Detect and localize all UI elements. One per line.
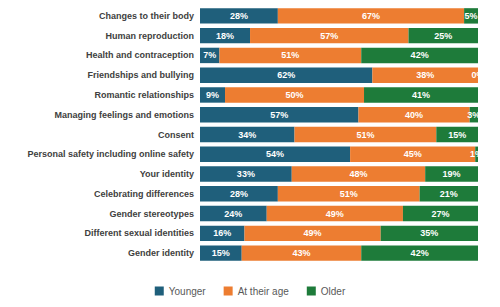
svg-text:51%: 51% xyxy=(356,130,374,140)
svg-text:0%: 0% xyxy=(471,70,484,80)
svg-text:15%: 15% xyxy=(448,130,466,140)
svg-text:1%: 1% xyxy=(470,149,483,159)
svg-text:35%: 35% xyxy=(420,228,438,238)
svg-text:Personal safety including onli: Personal safety including online safety xyxy=(27,149,194,159)
svg-text:Human reproduction: Human reproduction xyxy=(105,31,194,41)
svg-text:Your identity: Your identity xyxy=(140,169,194,179)
svg-text:3%: 3% xyxy=(467,110,480,120)
svg-text:Health and contraception: Health and contraception xyxy=(86,50,194,60)
svg-text:At their age: At their age xyxy=(238,286,290,297)
svg-text:57%: 57% xyxy=(320,31,338,41)
svg-text:33%: 33% xyxy=(237,169,255,179)
svg-text:49%: 49% xyxy=(326,209,344,219)
svg-text:Managing feelings and emotions: Managing feelings and emotions xyxy=(54,110,194,120)
svg-text:51%: 51% xyxy=(281,50,299,60)
svg-text:51%: 51% xyxy=(340,189,358,199)
svg-text:18%: 18% xyxy=(216,31,234,41)
svg-text:Gender stereotypes: Gender stereotypes xyxy=(109,209,194,219)
svg-text:Changes to their body: Changes to their body xyxy=(99,11,194,21)
svg-text:5%: 5% xyxy=(465,11,478,21)
svg-text:34%: 34% xyxy=(238,130,256,140)
svg-text:15%: 15% xyxy=(212,248,230,258)
svg-text:25%: 25% xyxy=(434,31,452,41)
svg-text:Celebrating differences: Celebrating differences xyxy=(94,189,194,199)
svg-text:9%: 9% xyxy=(206,90,219,100)
svg-text:42%: 42% xyxy=(411,248,429,258)
svg-text:27%: 27% xyxy=(431,209,449,219)
svg-text:Friendships and bullying: Friendships and bullying xyxy=(87,70,194,80)
svg-text:Older: Older xyxy=(321,286,346,297)
svg-text:42%: 42% xyxy=(411,50,429,60)
svg-text:Different sexual identities: Different sexual identities xyxy=(84,228,194,238)
svg-text:62%: 62% xyxy=(277,70,295,80)
svg-text:24%: 24% xyxy=(224,209,242,219)
svg-text:54%: 54% xyxy=(266,149,284,159)
svg-text:48%: 48% xyxy=(349,169,367,179)
svg-text:41%: 41% xyxy=(412,90,430,100)
svg-text:Younger: Younger xyxy=(169,286,207,297)
svg-text:Gender identity: Gender identity xyxy=(128,248,194,258)
svg-text:38%: 38% xyxy=(416,70,434,80)
svg-text:67%: 67% xyxy=(362,11,380,21)
svg-text:7%: 7% xyxy=(203,50,216,60)
svg-text:Romantic relationships: Romantic relationships xyxy=(94,90,194,100)
svg-text:40%: 40% xyxy=(405,110,423,120)
svg-text:45%: 45% xyxy=(404,149,422,159)
svg-text:28%: 28% xyxy=(230,189,248,199)
svg-text:19%: 19% xyxy=(443,169,461,179)
svg-text:57%: 57% xyxy=(270,110,288,120)
svg-text:50%: 50% xyxy=(286,90,304,100)
svg-text:16%: 16% xyxy=(213,228,231,238)
svg-text:49%: 49% xyxy=(304,228,322,238)
svg-text:21%: 21% xyxy=(440,189,458,199)
svg-text:Consent: Consent xyxy=(158,130,194,140)
svg-text:43%: 43% xyxy=(292,248,310,258)
svg-text:28%: 28% xyxy=(230,11,248,21)
